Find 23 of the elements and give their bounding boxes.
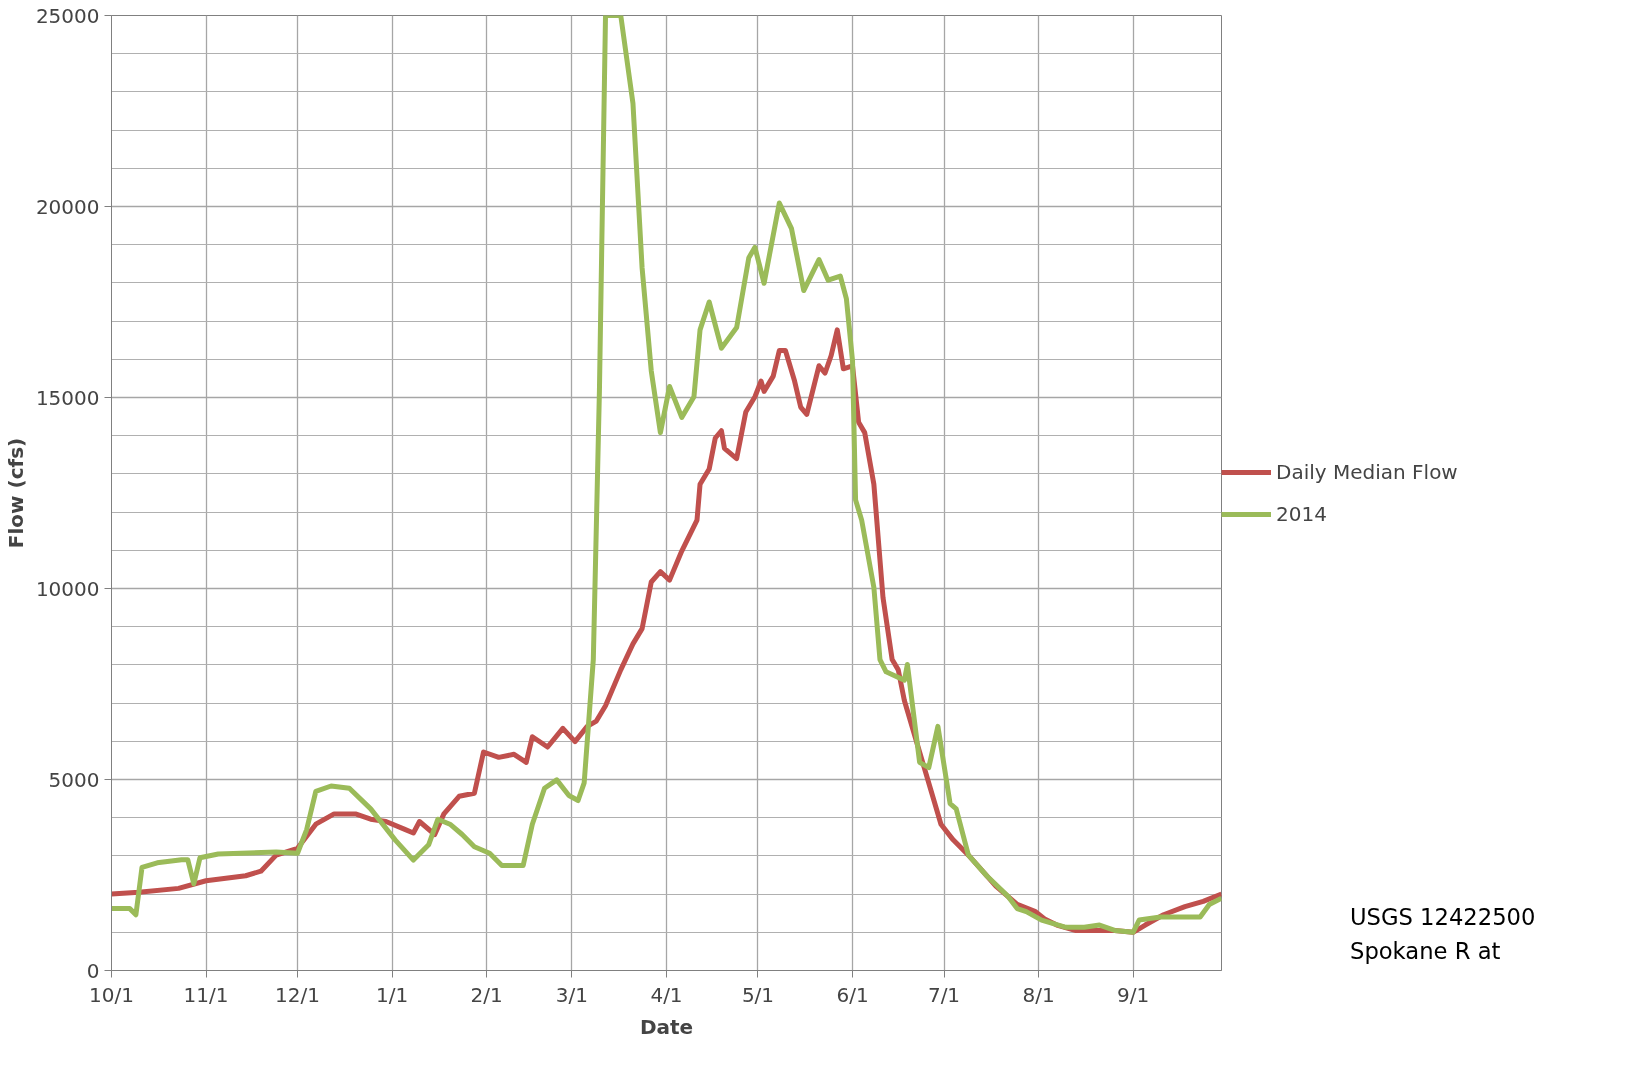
x-tick-label: 2/1 [470, 982, 503, 1007]
text: USGS 12422500 Spokane R at [1350, 903, 1536, 966]
y-tick-label: 25000 [35, 3, 100, 28]
x-tick-label: 12/1 [275, 982, 320, 1007]
x-tick-label: 7/1 [927, 982, 961, 1007]
x-tick-label: 1/1 [375, 982, 409, 1007]
x-axis-title: Date [639, 1014, 694, 1039]
legend-label: Daily Median Flow [1276, 459, 1458, 484]
x-tick-label: 5/1 [741, 982, 775, 1007]
x-tick-label: 3/1 [555, 982, 589, 1007]
x-tick-label: 4/1 [650, 982, 683, 1007]
y-tick-label: 10000 [35, 576, 100, 601]
x-tick-label: 6/1 [836, 982, 869, 1007]
legend-label: 2014 [1276, 501, 1327, 526]
x-tick-label: 11/1 [183, 982, 229, 1007]
y-axis-title: Flow (cfs) [3, 437, 28, 549]
x-tick-label: 10/1 [89, 982, 134, 1007]
y-tick-label: 0 [86, 958, 100, 983]
x-tick-label: 9/1 [1116, 982, 1150, 1007]
x-tick-label: 8/1 [1022, 982, 1055, 1007]
y-tick-label: 5000 [48, 767, 100, 792]
y-tick-label: 15000 [35, 385, 100, 410]
y-tick-label: 20000 [35, 194, 100, 219]
